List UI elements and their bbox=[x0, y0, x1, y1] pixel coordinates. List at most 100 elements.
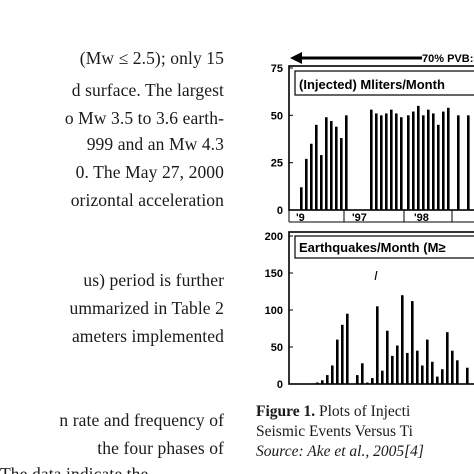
bar bbox=[326, 375, 329, 384]
y-tick-label: 25 bbox=[271, 158, 283, 170]
bar bbox=[421, 365, 424, 384]
bar bbox=[356, 375, 359, 384]
bar bbox=[331, 365, 334, 384]
panel1-frame bbox=[288, 65, 474, 211]
bar bbox=[385, 113, 388, 210]
bar bbox=[407, 115, 410, 210]
bar bbox=[361, 363, 364, 384]
bar bbox=[417, 105, 420, 210]
body-text-line: n rate and frequency of bbox=[59, 410, 224, 430]
panel2-bars bbox=[316, 295, 469, 384]
bar bbox=[416, 350, 419, 384]
y-tick-label: 50 bbox=[271, 110, 283, 122]
body-text-line: The data indicate the bbox=[0, 464, 149, 474]
panel2-y-axis: 0 50 100 150 200 bbox=[265, 231, 293, 391]
body-text-line: o Mw 3.5 to 3.6 earth- bbox=[64, 108, 224, 128]
body-text-line: d surface. The largest bbox=[71, 80, 224, 100]
bar bbox=[466, 367, 469, 384]
y-tick-label: 100 bbox=[265, 305, 283, 317]
bar bbox=[336, 339, 339, 384]
bar bbox=[376, 306, 379, 384]
bar bbox=[380, 115, 383, 210]
banner-arrow-head bbox=[290, 52, 302, 64]
bar bbox=[310, 143, 313, 210]
bar bbox=[427, 109, 430, 210]
body-text-line: 0. The May 27, 2000 bbox=[75, 162, 224, 182]
bar bbox=[371, 378, 374, 384]
panel-injected-volume: (Injected) Mliters/Month 0 25 50 75 '9 '97 … bbox=[271, 63, 474, 224]
bar bbox=[335, 126, 338, 210]
bar bbox=[432, 113, 435, 210]
y-tick-label: 0 bbox=[277, 379, 283, 391]
bar bbox=[375, 113, 378, 210]
bar bbox=[325, 117, 328, 210]
bar bbox=[447, 107, 450, 210]
bar bbox=[346, 313, 349, 384]
bar bbox=[431, 361, 434, 384]
bar bbox=[422, 115, 425, 210]
caption-line-1: Figure 1. Plots of Injecti bbox=[256, 402, 474, 422]
bar bbox=[321, 380, 324, 384]
body-text-line: (Mw ≤ 2.5); only 15 bbox=[79, 48, 224, 68]
x-tick-label: '97 bbox=[352, 212, 367, 224]
body-text-column: (Mw ≤ 2.5); only 15 d surface. The large… bbox=[0, 0, 228, 474]
bar bbox=[451, 350, 454, 384]
panel-earthquakes: Earthquakes/Month (M≥ I 0 50 100 150 200 bbox=[265, 231, 474, 391]
bar bbox=[441, 369, 444, 384]
panel1-x-axis: '9 '97 '98 bbox=[288, 210, 474, 224]
bar bbox=[467, 115, 470, 210]
bar bbox=[442, 111, 445, 210]
bar bbox=[396, 345, 399, 384]
caption-text: Plots of Injecti bbox=[315, 403, 411, 420]
y-tick-label: 75 bbox=[271, 63, 283, 75]
bar bbox=[386, 330, 389, 384]
bar bbox=[316, 382, 319, 384]
body-text-line: orizontal acceleration bbox=[70, 190, 224, 210]
bar bbox=[370, 109, 373, 210]
bar bbox=[340, 138, 343, 210]
bar bbox=[437, 124, 440, 210]
body-text-line: 999 and an Mw 4.3 bbox=[86, 134, 224, 154]
figure-caption: Figure 1. Plots of Injecti Seismic Event… bbox=[256, 402, 474, 462]
bar bbox=[456, 360, 459, 384]
bar bbox=[401, 295, 404, 384]
bar bbox=[320, 155, 323, 210]
caption-line-2: Seismic Events Versus Ti bbox=[256, 423, 413, 440]
bar bbox=[400, 117, 403, 210]
bar bbox=[300, 187, 303, 210]
bar bbox=[330, 121, 333, 210]
panel1-title-box bbox=[294, 70, 474, 96]
body-text-line: ameters implemented bbox=[71, 326, 224, 346]
bar bbox=[315, 124, 318, 210]
y-tick-label: 0 bbox=[277, 205, 283, 217]
bar bbox=[406, 352, 409, 384]
bar bbox=[390, 109, 393, 210]
panel2-title-box bbox=[294, 235, 474, 259]
y-tick-label: 200 bbox=[265, 231, 283, 243]
body-text-line: ummarized in Table 2 bbox=[69, 298, 224, 318]
bar bbox=[412, 111, 415, 210]
bar bbox=[395, 113, 398, 210]
panel1-y-axis: 0 25 50 75 bbox=[271, 63, 293, 217]
caption-label: Figure 1. bbox=[256, 403, 316, 420]
banner-label: 70% PVB:3 bbox=[422, 53, 474, 65]
panel2-annotation: I bbox=[374, 268, 378, 283]
bar bbox=[446, 332, 449, 384]
top-banner: 70% PVB:3 bbox=[290, 52, 474, 65]
x-tick-label: '9 bbox=[296, 212, 305, 224]
bar bbox=[457, 115, 460, 210]
y-tick-label: 150 bbox=[265, 268, 283, 280]
bar bbox=[341, 324, 344, 384]
bar bbox=[436, 376, 439, 384]
panel2-title: Earthquakes/Month (M≥ bbox=[299, 240, 446, 255]
bar bbox=[426, 339, 429, 384]
body-text-line: us) period is further bbox=[83, 270, 224, 290]
body-text-line: the four phases of bbox=[97, 438, 224, 458]
bar bbox=[345, 115, 348, 210]
bar bbox=[366, 382, 369, 384]
x-tick-label: '98 bbox=[414, 212, 429, 224]
y-tick-label: 50 bbox=[271, 342, 283, 354]
caption-source: Source: Ake et al., 2005[4] bbox=[256, 443, 424, 460]
bar bbox=[391, 355, 394, 384]
bar bbox=[305, 158, 308, 210]
